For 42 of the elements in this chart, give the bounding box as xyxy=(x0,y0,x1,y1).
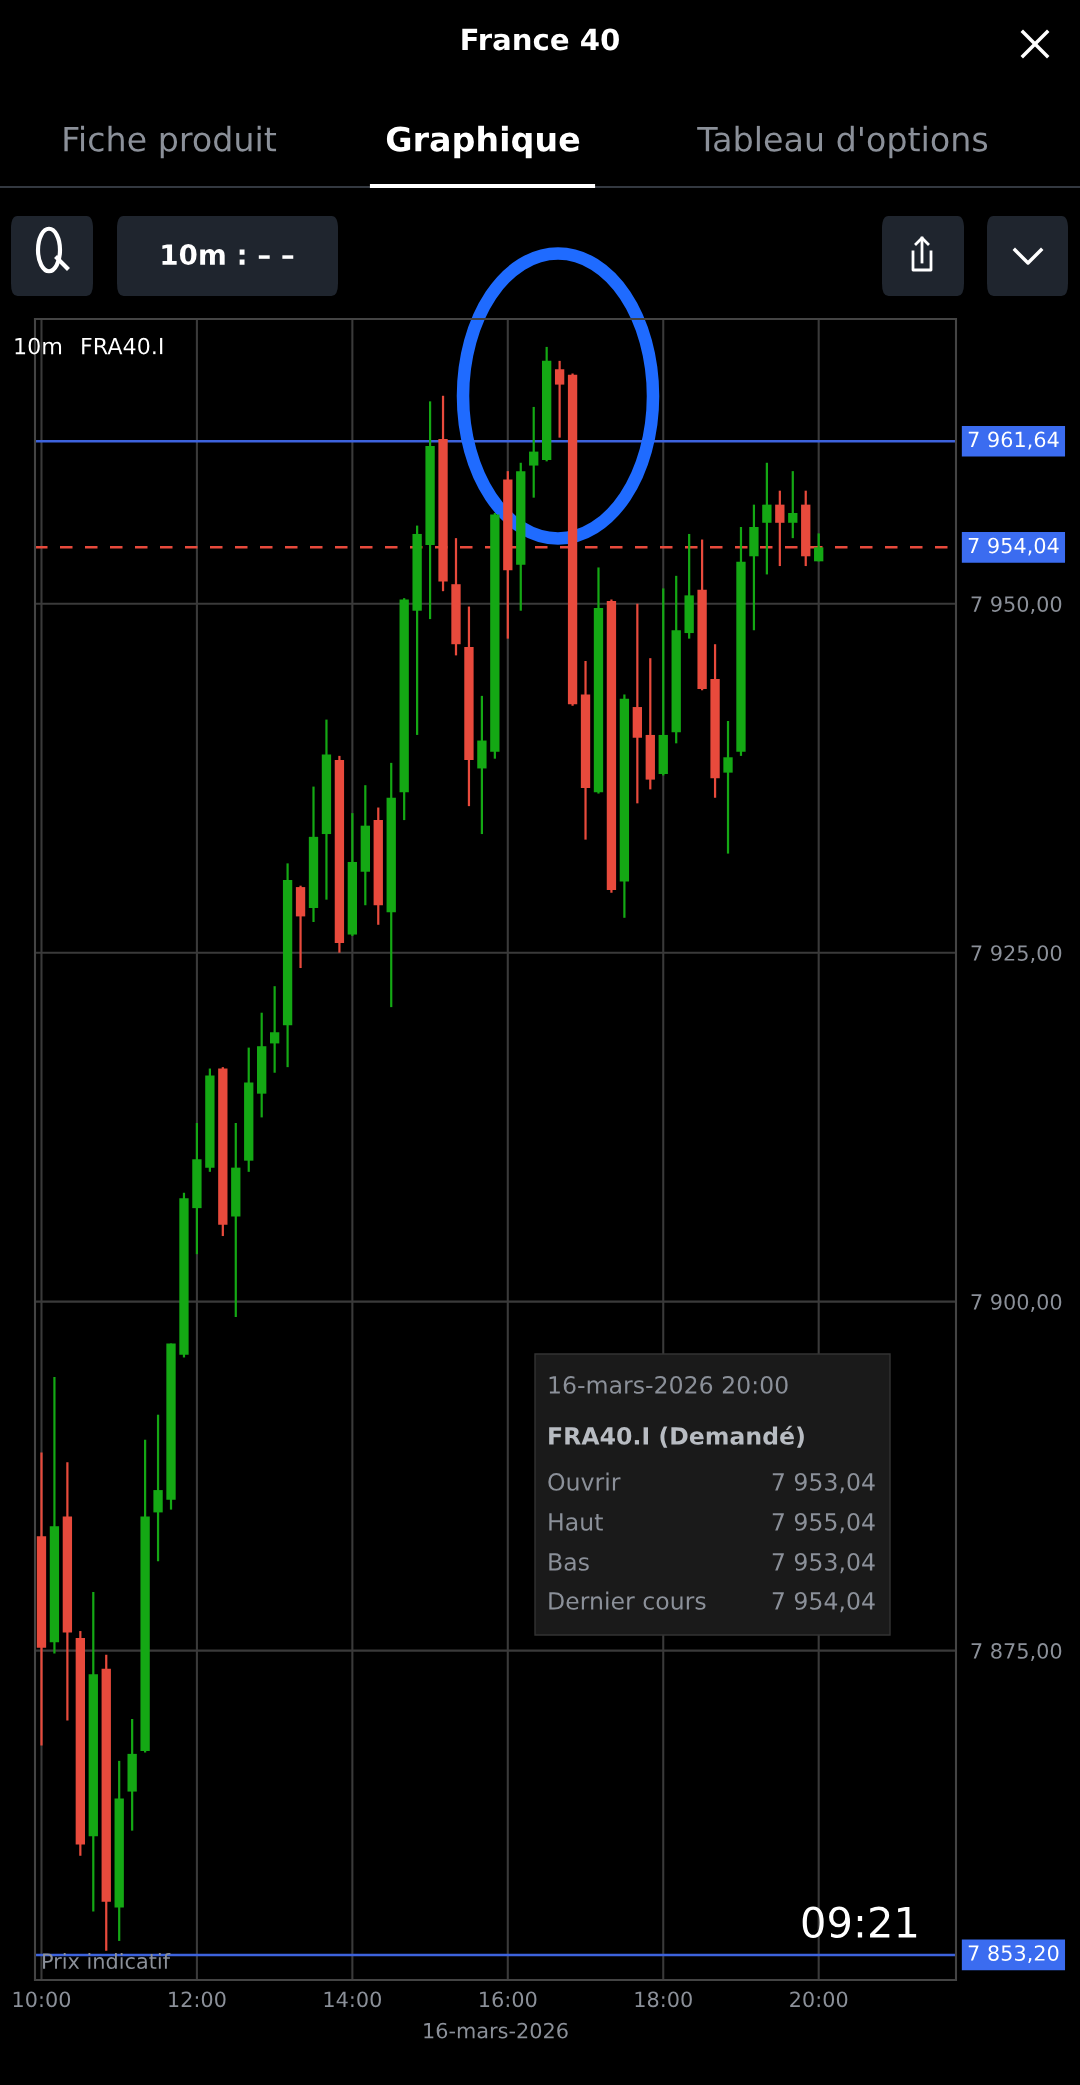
candlestick xyxy=(554,359,565,439)
x-tick-label: 16:00 xyxy=(480,1991,537,2008)
text: Tableau d'options xyxy=(697,125,988,159)
x-axis-title: 16-mars-2026 xyxy=(424,2022,568,2039)
candlestick xyxy=(723,719,733,855)
annotation: Prix indicatif xyxy=(43,1952,171,1970)
x-tick-label: 14:00 xyxy=(324,1991,381,2008)
annotation: 7 953,04 xyxy=(772,1552,875,1574)
annotation: 09:21 xyxy=(802,1906,917,1939)
y-tick-label: 7 900,00 xyxy=(971,1294,1062,1312)
annotation: Dernier cours xyxy=(549,1591,706,1610)
annotation: 7 954,04 xyxy=(772,1591,875,1613)
annotation: 7 955,04 xyxy=(772,1512,875,1534)
ref-line-label: 7 954,04 xyxy=(968,537,1059,556)
text: Graphique xyxy=(386,125,580,159)
candlestick xyxy=(153,1413,163,1563)
text: Fiche produit xyxy=(64,125,277,159)
candlestick xyxy=(269,985,280,1074)
x-tick-label: 18:00 xyxy=(635,1991,692,2008)
annotation: Bas xyxy=(549,1553,589,1571)
candlestick xyxy=(529,405,539,499)
annotation: Ouvrir xyxy=(548,1472,621,1491)
annotation: FRA40.I (Demandé) xyxy=(549,1425,804,1448)
y-tick-label: 7 925,00 xyxy=(971,945,1062,964)
x-tick-label: 10:00 xyxy=(13,1991,71,2008)
ref-line-label: 7 961,64 xyxy=(968,431,1059,450)
candlestick xyxy=(762,461,772,576)
annotation: Haut xyxy=(549,1513,603,1531)
text: 10m : – – xyxy=(162,244,294,266)
candlestick xyxy=(775,489,785,568)
annotation: 16-mars-2026 20:00 xyxy=(549,1375,788,1394)
y-tick-label: 7 950,00 xyxy=(971,596,1062,615)
y-tick-label: 7 875,00 xyxy=(971,1643,1062,1661)
chart-title: France 40 xyxy=(462,28,619,51)
ref-line-label: 7 853,20 xyxy=(968,1945,1059,1964)
candlestick xyxy=(788,470,798,540)
annotation: FRA40.I xyxy=(82,337,163,355)
annotation: 10m xyxy=(15,337,62,355)
x-tick-label: 12:00 xyxy=(169,1991,226,2008)
annotation: 7 953,04 xyxy=(772,1472,875,1494)
candlestick xyxy=(814,532,824,563)
x-tick-label: 20:00 xyxy=(790,1991,848,2008)
